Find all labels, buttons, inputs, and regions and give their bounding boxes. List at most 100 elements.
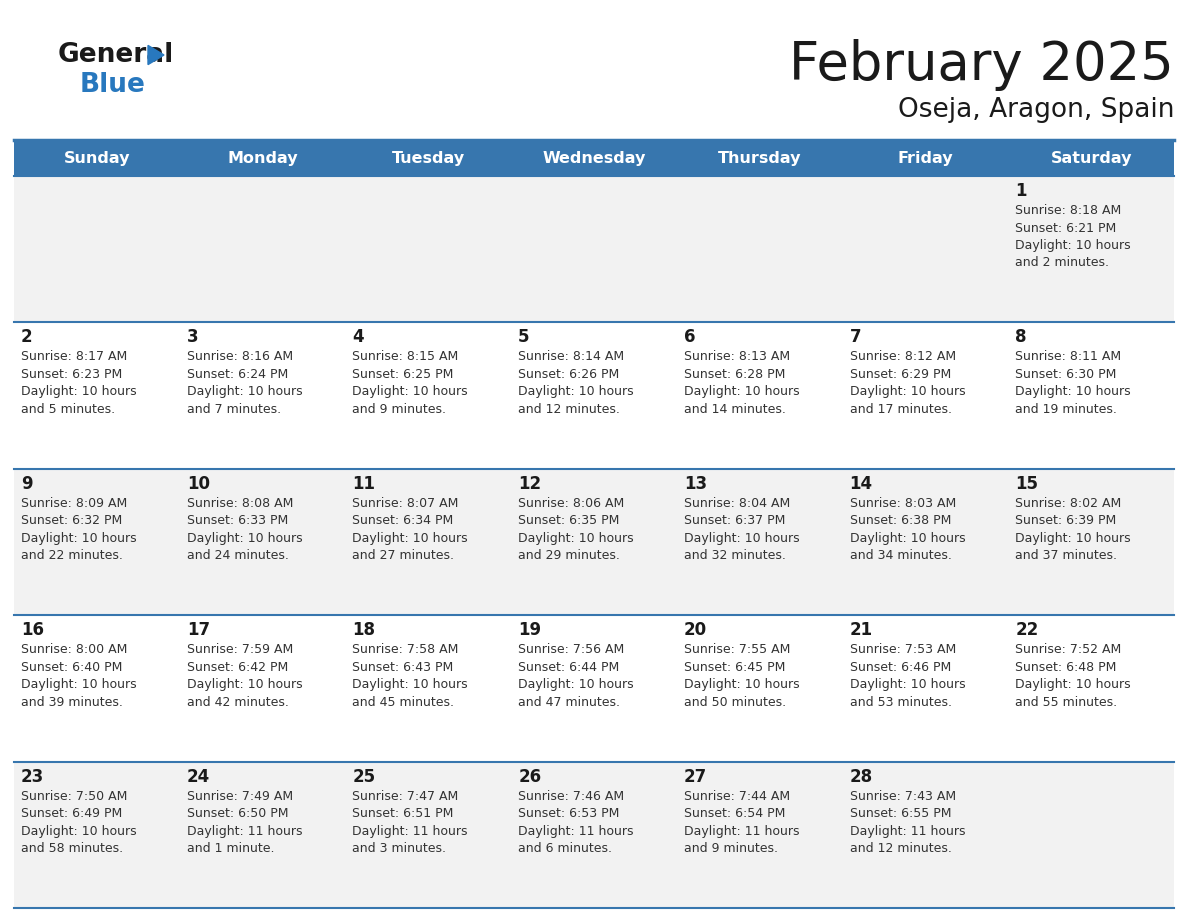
Text: and 14 minutes.: and 14 minutes.	[684, 403, 785, 416]
Bar	[1009, 176, 1174, 322]
Text: 8: 8	[1016, 329, 1026, 346]
Text: Sunrise: 8:08 AM: Sunrise: 8:08 AM	[187, 497, 293, 509]
Text: Daylight: 10 hours: Daylight: 10 hours	[353, 678, 468, 691]
Text: Daylight: 10 hours: Daylight: 10 hours	[187, 678, 302, 691]
Text: Sunset: 6:48 PM: Sunset: 6:48 PM	[1016, 661, 1117, 674]
Text: Daylight: 11 hours: Daylight: 11 hours	[518, 824, 633, 837]
Bar	[842, 140, 1009, 176]
Text: Sunset: 6:33 PM: Sunset: 6:33 PM	[187, 514, 287, 527]
Text: Daylight: 10 hours: Daylight: 10 hours	[21, 824, 137, 837]
Text: Oseja, Aragon, Spain: Oseja, Aragon, Spain	[897, 97, 1174, 123]
Text: Sunset: 6:53 PM: Sunset: 6:53 PM	[518, 807, 619, 820]
Text: Sunset: 6:23 PM: Sunset: 6:23 PM	[21, 368, 122, 381]
Text: and 17 minutes.: and 17 minutes.	[849, 403, 952, 416]
Text: Daylight: 10 hours: Daylight: 10 hours	[518, 678, 633, 691]
Text: Saturday: Saturday	[1050, 151, 1132, 165]
Bar	[677, 762, 842, 908]
Bar	[1009, 140, 1174, 176]
Bar	[14, 140, 179, 176]
Bar	[1009, 615, 1174, 762]
Text: Wednesday: Wednesday	[542, 151, 646, 165]
Text: 28: 28	[849, 767, 873, 786]
Text: 22: 22	[1016, 621, 1038, 639]
Text: 19: 19	[518, 621, 542, 639]
Bar	[179, 140, 346, 176]
Text: Sunrise: 8:18 AM: Sunrise: 8:18 AM	[1016, 204, 1121, 217]
Text: and 22 minutes.: and 22 minutes.	[21, 549, 122, 563]
Text: Sunrise: 8:16 AM: Sunrise: 8:16 AM	[187, 351, 292, 364]
Text: Sunrise: 7:49 AM: Sunrise: 7:49 AM	[187, 789, 292, 802]
Text: 23: 23	[21, 767, 44, 786]
Text: Sunset: 6:54 PM: Sunset: 6:54 PM	[684, 807, 785, 820]
Text: 25: 25	[353, 767, 375, 786]
Text: Daylight: 10 hours: Daylight: 10 hours	[1016, 532, 1131, 544]
Text: Daylight: 10 hours: Daylight: 10 hours	[1016, 239, 1131, 252]
Text: Sunset: 6:40 PM: Sunset: 6:40 PM	[21, 661, 122, 674]
Bar	[511, 469, 677, 615]
Text: and 6 minutes.: and 6 minutes.	[518, 842, 612, 855]
Text: and 9 minutes.: and 9 minutes.	[353, 403, 447, 416]
Text: Sunrise: 8:09 AM: Sunrise: 8:09 AM	[21, 497, 127, 509]
Text: Sunrise: 7:53 AM: Sunrise: 7:53 AM	[849, 644, 956, 656]
Bar	[677, 140, 842, 176]
Bar	[511, 615, 677, 762]
Text: 7: 7	[849, 329, 861, 346]
Text: Sunset: 6:38 PM: Sunset: 6:38 PM	[849, 514, 950, 527]
Text: and 9 minutes.: and 9 minutes.	[684, 842, 778, 855]
Text: Sunrise: 8:11 AM: Sunrise: 8:11 AM	[1016, 351, 1121, 364]
Text: General: General	[58, 42, 175, 68]
Text: Sunrise: 8:17 AM: Sunrise: 8:17 AM	[21, 351, 127, 364]
Text: Sunrise: 7:52 AM: Sunrise: 7:52 AM	[1016, 644, 1121, 656]
Bar	[179, 176, 346, 322]
Bar	[842, 762, 1009, 908]
Bar	[14, 762, 179, 908]
Text: 10: 10	[187, 475, 210, 493]
Text: and 32 minutes.: and 32 minutes.	[684, 549, 785, 563]
Text: Sunrise: 8:13 AM: Sunrise: 8:13 AM	[684, 351, 790, 364]
Text: Sunset: 6:21 PM: Sunset: 6:21 PM	[1016, 221, 1117, 234]
Bar	[179, 615, 346, 762]
Text: 20: 20	[684, 621, 707, 639]
Text: and 53 minutes.: and 53 minutes.	[849, 696, 952, 709]
Bar	[14, 615, 179, 762]
Text: Friday: Friday	[898, 151, 953, 165]
Bar	[677, 322, 842, 469]
Text: Blue: Blue	[80, 72, 146, 98]
Text: 2: 2	[21, 329, 32, 346]
Text: Sunrise: 8:00 AM: Sunrise: 8:00 AM	[21, 644, 127, 656]
Bar	[179, 762, 346, 908]
Text: Sunrise: 7:44 AM: Sunrise: 7:44 AM	[684, 789, 790, 802]
Text: Daylight: 10 hours: Daylight: 10 hours	[21, 678, 137, 691]
Text: Sunrise: 8:15 AM: Sunrise: 8:15 AM	[353, 351, 459, 364]
Text: Sunrise: 7:47 AM: Sunrise: 7:47 AM	[353, 789, 459, 802]
Text: Sunset: 6:44 PM: Sunset: 6:44 PM	[518, 661, 619, 674]
Text: and 7 minutes.: and 7 minutes.	[187, 403, 280, 416]
Text: Sunset: 6:51 PM: Sunset: 6:51 PM	[353, 807, 454, 820]
Text: Daylight: 11 hours: Daylight: 11 hours	[187, 824, 302, 837]
Text: 27: 27	[684, 767, 707, 786]
Text: Daylight: 11 hours: Daylight: 11 hours	[849, 824, 965, 837]
Text: 1: 1	[1016, 182, 1026, 200]
Text: 4: 4	[353, 329, 364, 346]
Text: Daylight: 10 hours: Daylight: 10 hours	[21, 386, 137, 398]
Text: Sunrise: 8:14 AM: Sunrise: 8:14 AM	[518, 351, 624, 364]
Text: and 27 minutes.: and 27 minutes.	[353, 549, 455, 563]
Text: and 58 minutes.: and 58 minutes.	[21, 842, 124, 855]
Text: Sunrise: 7:58 AM: Sunrise: 7:58 AM	[353, 644, 459, 656]
Bar	[179, 469, 346, 615]
Text: Sunrise: 8:06 AM: Sunrise: 8:06 AM	[518, 497, 625, 509]
Text: Sunday: Sunday	[64, 151, 131, 165]
Bar	[511, 140, 677, 176]
Text: Daylight: 10 hours: Daylight: 10 hours	[353, 386, 468, 398]
Text: Sunrise: 7:46 AM: Sunrise: 7:46 AM	[518, 789, 624, 802]
Text: Daylight: 11 hours: Daylight: 11 hours	[684, 824, 800, 837]
Text: Daylight: 10 hours: Daylight: 10 hours	[849, 532, 965, 544]
Text: Sunrise: 8:12 AM: Sunrise: 8:12 AM	[849, 351, 955, 364]
Text: Sunset: 6:34 PM: Sunset: 6:34 PM	[353, 514, 454, 527]
Text: Sunrise: 7:56 AM: Sunrise: 7:56 AM	[518, 644, 625, 656]
Bar	[842, 176, 1009, 322]
Bar	[346, 322, 511, 469]
Text: Sunset: 6:50 PM: Sunset: 6:50 PM	[187, 807, 289, 820]
Text: Sunset: 6:29 PM: Sunset: 6:29 PM	[849, 368, 950, 381]
Bar	[346, 176, 511, 322]
